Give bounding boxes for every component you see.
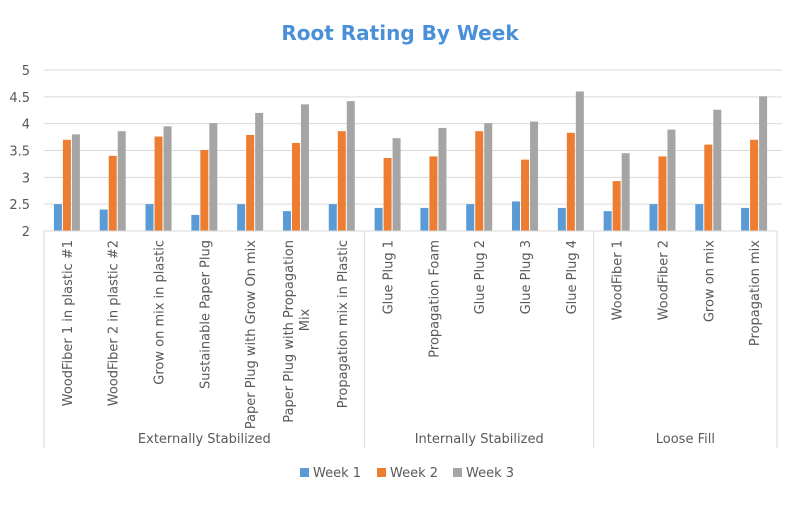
bar-week-3 <box>255 112 264 231</box>
bar-week-1 <box>603 211 612 231</box>
bar-week-1 <box>512 201 521 231</box>
bar-week-1 <box>237 204 246 231</box>
bar-week-2 <box>337 131 346 231</box>
bar-week-3 <box>530 121 539 231</box>
bar-week-3 <box>300 104 309 231</box>
y-tick-label: 4.5 <box>9 91 30 106</box>
bar-week-1 <box>99 209 108 231</box>
x-tick-label: Propagation mix <box>748 240 763 346</box>
legend-label: Week 3 <box>466 466 514 481</box>
x-tick-label: Propagation Foam <box>427 240 442 358</box>
bar-week-3 <box>575 91 584 231</box>
bar-week-2 <box>246 134 255 231</box>
bar-week-1 <box>328 204 337 231</box>
y-tick-label: 2 <box>22 225 30 240</box>
x-tick-label: Glue Plug 3 <box>519 240 534 314</box>
x-axis: WoodFiber 1 in plastic #1 WoodFiber 2 in … <box>43 230 778 448</box>
bar-week-2 <box>108 155 117 231</box>
bar-week-3 <box>438 127 447 231</box>
bar-week-1 <box>53 204 62 231</box>
x-tick-label: WoodFiber 1 <box>611 240 626 320</box>
bar-week-2 <box>750 139 759 231</box>
bar-week-2 <box>521 159 530 231</box>
y-tick-label: 3.5 <box>9 145 30 160</box>
x-tick-label: Grow on mix <box>702 240 717 322</box>
bar-week-2 <box>658 156 667 231</box>
bar-week-3 <box>163 126 172 231</box>
bar-week-3 <box>71 134 80 231</box>
x-tick-label: Glue Plug 1 <box>382 240 397 314</box>
bars <box>53 91 768 232</box>
bar-week-3 <box>713 109 722 231</box>
bar-week-3 <box>667 129 676 231</box>
legend-swatch <box>377 468 386 477</box>
bar-week-3 <box>117 131 126 231</box>
bar-week-1 <box>282 211 291 231</box>
bar-week-3 <box>346 101 355 231</box>
bar-week-1 <box>191 214 200 231</box>
y-tick-label: 3 <box>22 171 30 186</box>
legend-swatch <box>300 468 309 477</box>
x-tick-label: Paper Plug with PropagationMix <box>282 240 313 423</box>
x-tick-label: Propagation mix in Plastic <box>336 240 351 408</box>
group-label: Loose Fill <box>656 432 715 447</box>
bar-week-1 <box>741 207 750 231</box>
y-axis: 2 2.5 3 3.5 4 4.5 5 <box>9 64 30 240</box>
legend-swatch <box>453 468 462 477</box>
bar-week-2 <box>200 149 209 231</box>
x-tick-label: WoodFiber 2 <box>656 240 671 320</box>
group-label: Externally Stabilized <box>138 432 271 447</box>
bar-week-2 <box>475 131 484 231</box>
bar-week-3 <box>759 96 768 232</box>
x-tick-label: Sustainable Paper Plug <box>198 240 213 389</box>
bar-week-2 <box>383 158 392 231</box>
bar-week-2 <box>154 136 163 231</box>
y-tick-label: 5 <box>22 64 30 79</box>
bar-week-2 <box>291 142 300 231</box>
x-tick-label: WoodFiber 2 in plastic #2 <box>107 240 122 406</box>
x-tick-label: Paper Plug with Grow On mix <box>244 240 259 429</box>
bar-week-2 <box>62 139 71 231</box>
bar-week-1 <box>695 204 704 231</box>
bar-week-3 <box>209 123 218 231</box>
y-tick-label: 4 <box>22 118 30 133</box>
y-tick-label: 2.5 <box>9 198 30 213</box>
legend: Week 1 Week 2 Week 3 <box>300 466 514 481</box>
bar-week-1 <box>649 204 658 231</box>
bar-week-1 <box>374 207 383 231</box>
legend-label: Week 2 <box>390 466 438 481</box>
bar-week-3 <box>392 138 401 231</box>
bar-week-3 <box>484 123 493 231</box>
bar-week-2 <box>429 156 438 231</box>
x-tick-label: Grow on mix in plastic <box>153 240 168 385</box>
bar-week-3 <box>621 153 630 231</box>
chart-title: Root Rating By Week <box>281 21 519 45</box>
bar-week-1 <box>557 207 566 231</box>
bar-week-2 <box>704 144 713 231</box>
x-tick-label: WoodFiber 1 in plastic #1 <box>61 240 76 406</box>
group-label: Internally Stabilized <box>415 432 544 447</box>
bar-week-1 <box>466 204 475 231</box>
legend-label: Week 1 <box>313 466 361 481</box>
x-tick-label: Glue Plug 4 <box>565 240 580 314</box>
bar-week-1 <box>145 204 154 231</box>
bar-week-2 <box>612 181 621 231</box>
bar-week-2 <box>566 132 575 231</box>
bar-week-1 <box>420 207 429 231</box>
x-tick-label: Glue Plug 2 <box>473 240 488 314</box>
